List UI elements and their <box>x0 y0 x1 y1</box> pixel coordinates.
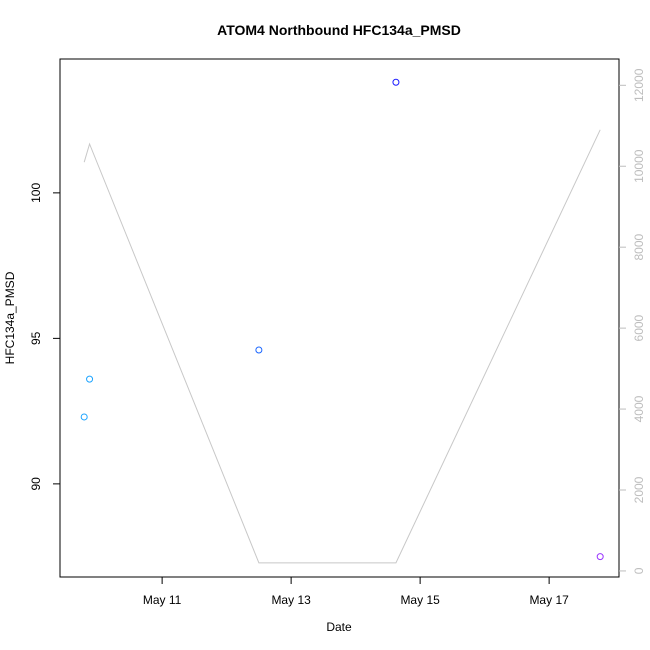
y-left-tick-label: 95 <box>29 331 43 345</box>
x-tick-label: May 17 <box>529 593 569 607</box>
y-right-tick-label: 8000 <box>632 234 646 261</box>
x-axis: May 11 May 13 May 15 May 17 <box>143 577 569 607</box>
data-point <box>86 375 94 383</box>
chart-title: ATOM4 Northbound HFC134a_PMSD <box>217 22 461 38</box>
data-point <box>80 413 88 421</box>
x-tick-label: May 11 <box>143 593 182 607</box>
y-left-tick-label: 100 <box>29 183 43 203</box>
data-point <box>596 553 604 561</box>
y-right-tick-label: 4000 <box>632 395 646 422</box>
y-axis-right: 0 2000 4000 6000 8000 10000 12000 <box>619 68 646 574</box>
y-left-tick-label: 90 <box>29 477 43 491</box>
data-point <box>255 346 263 354</box>
plot-frame <box>59 58 620 578</box>
x-tick-label: May 15 <box>400 593 440 607</box>
y-right-tick-label: 12000 <box>632 68 646 102</box>
y-axis-label: HFC134a_PMSD <box>3 271 17 364</box>
y-axis-left: 90 95 100 <box>29 183 60 491</box>
y-right-tick-label: 10000 <box>632 149 646 183</box>
x-tick-label: May 13 <box>271 593 311 607</box>
series-layer <box>80 78 604 564</box>
y-right-tick-label: 2000 <box>632 476 646 503</box>
y-right-tick-label: 0 <box>632 567 646 574</box>
y-right-tick-label: 6000 <box>632 314 646 341</box>
data-point <box>392 78 400 86</box>
x-axis-label: Date <box>326 620 352 634</box>
right-axis-line-series <box>83 129 601 564</box>
